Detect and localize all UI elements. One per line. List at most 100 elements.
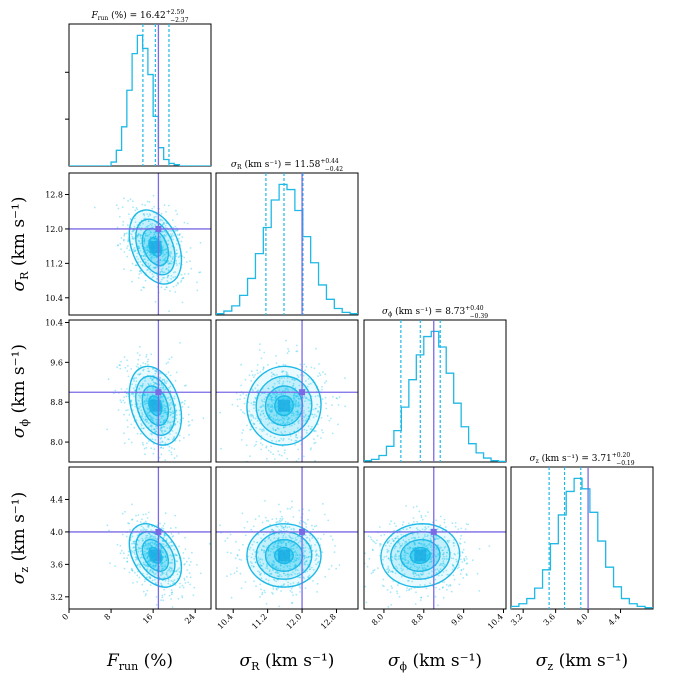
sample-point [147,560,150,562]
sample-point [146,517,149,519]
sample-point [182,552,185,554]
sample-point [159,427,162,430]
sample-point [261,430,264,432]
sample-point [141,263,144,266]
sample-point [297,402,299,405]
sample-point [309,382,312,385]
sample-point [281,542,284,544]
sample-point [269,451,272,453]
sample-point [167,269,170,272]
sample-point [314,550,317,553]
sample-point [294,563,297,566]
sample-point [162,399,165,402]
sample-point [287,584,289,587]
sample-point [140,553,143,556]
sample-point [286,573,289,576]
sample-point [412,563,414,566]
sample-point [438,570,440,572]
sample-point [400,564,403,567]
x-tick-label: 12.0 [285,612,304,631]
sample-point [147,358,150,361]
sample-point [294,387,297,389]
sample-point [250,556,253,559]
x-tick-label: 8 [103,612,113,622]
sample-point [414,572,417,575]
sample-point [185,560,188,563]
sample-point [128,571,131,574]
sample-point [431,556,434,559]
sample-point [318,363,320,365]
sample-point [393,522,396,525]
sample-point [144,403,147,406]
sample-point [172,582,174,585]
sample-point [193,586,196,589]
sample-point [297,581,300,584]
sample-point [169,414,172,417]
sample-point [152,226,155,229]
sample-point [456,567,459,570]
sample-point [159,437,162,440]
sample-point [145,400,148,403]
sample-point [140,423,143,425]
sample-point [129,217,132,220]
sample-point [162,425,165,428]
sample-point [274,542,277,545]
sample-point [236,554,239,556]
sample-point [135,380,138,382]
sample-point [283,528,286,531]
sample-point [155,564,157,566]
sample-point [286,421,289,423]
sample-point [274,429,277,432]
truth-marker [299,389,306,396]
sample-point [164,407,167,410]
sample-point [183,557,185,560]
sample-point [452,541,455,544]
sample-point [149,542,152,545]
sample-point [417,536,420,539]
sample-point [126,560,129,563]
sample-point [282,422,285,424]
sample-point [171,403,174,406]
sample-point [295,410,297,413]
sample-point [143,240,146,243]
sample-point [286,565,289,568]
sample-point [409,547,411,549]
sample-point [429,582,431,585]
sample-point [149,569,152,572]
sample-point [140,409,143,412]
sample-point [189,576,192,579]
sample-point [423,543,426,546]
sample-point [146,399,149,402]
sample-point [309,568,311,571]
sample-point [375,542,377,545]
sample-point [140,529,142,531]
sample-point [265,418,267,420]
sample-point [131,550,134,553]
sample-point [133,377,136,379]
sample-point [141,441,144,444]
sample-point [414,603,417,605]
sample-point [137,394,140,397]
sample-point [284,525,287,527]
sample-point [275,415,278,417]
sample-point [164,555,167,558]
sample-point [466,574,468,577]
sample-point [271,404,274,407]
sample-point [289,435,292,437]
sample-point [190,267,193,270]
sample-point [392,539,395,542]
histogram-panel-sp: σϕ (km s⁻¹) = 8.73+0.40 −0.39 [363,305,507,463]
sample-point [135,384,137,386]
sample-point [162,409,165,412]
sample-point [459,558,462,561]
sample-point [155,370,158,373]
sample-point [146,543,149,546]
sample-point [199,241,202,244]
sample-point [292,544,295,547]
sample-point [292,412,295,415]
sample-point [281,527,283,529]
sample-point [152,266,155,269]
sample-point [153,428,156,431]
sample-point [270,445,272,448]
sample-point [419,584,421,586]
